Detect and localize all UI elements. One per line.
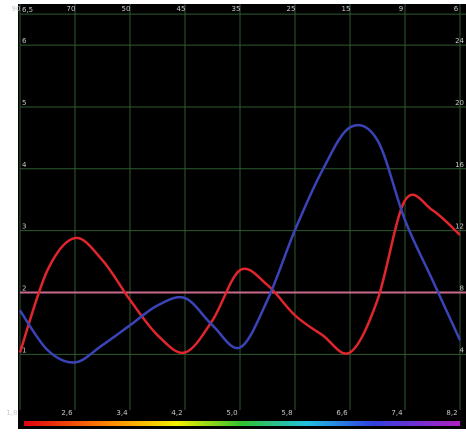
x2-tick-label: 90: [12, 5, 21, 13]
y-tick-label: 6,5: [22, 6, 33, 14]
data-line: [18, 123, 462, 364]
color-scale-bar: [24, 421, 460, 426]
x2-tick-label: 70: [67, 5, 76, 13]
x-tick-label: 8,2: [446, 409, 457, 417]
y2-tick-label: 8: [460, 284, 464, 292]
x-tick-label: 2,6: [61, 409, 73, 417]
x-tick-label: 4,2: [171, 409, 182, 417]
x-tick-label: 7,4: [391, 409, 403, 417]
y-tick-label: 2: [22, 284, 26, 292]
x-tick-label: 5,0: [226, 409, 237, 417]
data-line: [18, 193, 461, 355]
x2-tick-label: 45: [177, 5, 186, 13]
x2-tick-label: 15: [342, 5, 351, 13]
x2-tick-label: 50: [122, 5, 131, 13]
plot-background: [18, 4, 466, 429]
x-tick-label: 6,6: [336, 409, 348, 417]
y2-tick-label: 4: [460, 346, 465, 354]
y2-tick-label: 16: [455, 161, 464, 169]
y-tick-label: 6: [22, 37, 27, 45]
x2-tick-label: 25: [287, 5, 296, 13]
y2-tick-label: 24: [455, 37, 464, 45]
x2-tick-label: 9: [399, 5, 403, 13]
y2-tick-label: 20: [455, 99, 464, 107]
y-tick-label: 4: [22, 161, 27, 169]
x-tick-label: 3,4: [116, 409, 128, 417]
x2-tick-label: 35: [232, 5, 241, 13]
y-tick-label: 5: [22, 99, 26, 107]
x2-tick-label: 6: [454, 5, 459, 13]
y-tick-label: 3: [22, 223, 26, 231]
y2-tick-label: 12: [455, 223, 464, 231]
y-tick-label: 1: [22, 346, 26, 354]
x-tick-label: 1,8: [6, 409, 17, 417]
x-tick-label: 5,8: [281, 409, 292, 417]
